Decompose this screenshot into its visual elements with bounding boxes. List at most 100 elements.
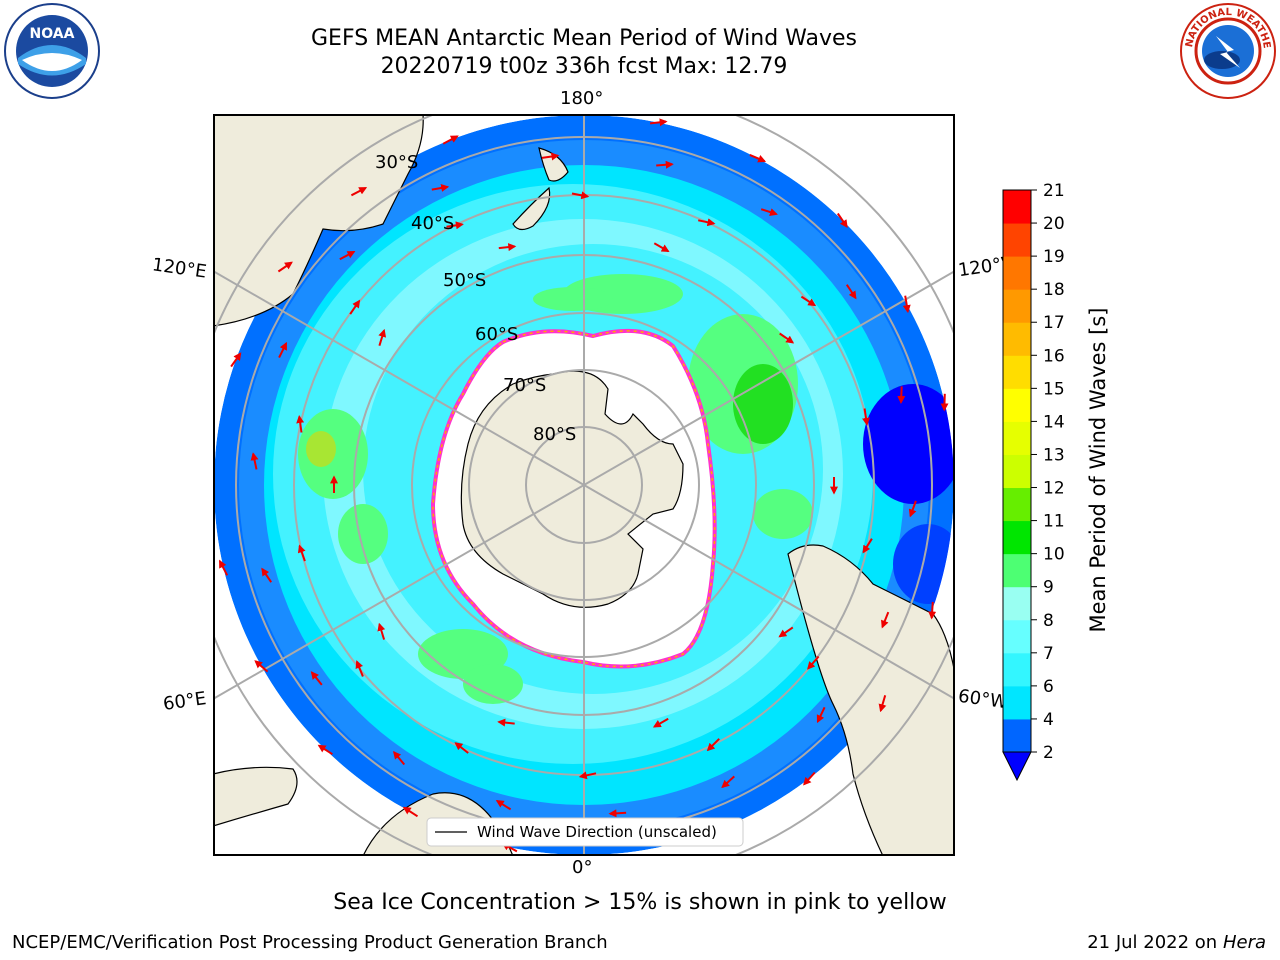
noaa-logo: NOAA (4, 3, 100, 99)
colorbar-tick-label: 18 (1043, 280, 1065, 300)
colorbar-tick-label: 8 (1043, 611, 1054, 631)
colorbar-tick-label: 4 (1043, 710, 1054, 730)
lon-label-0: 0° (572, 857, 593, 878)
svg-text:NOAA: NOAA (30, 26, 75, 42)
wave-direction-arrow (803, 771, 816, 786)
lat-label-30s: 30°S (375, 152, 418, 173)
colorbar-segment (1003, 223, 1031, 257)
africa (213, 766, 298, 827)
colorbar-segment (1003, 718, 1031, 753)
lat-label-60s: 60°S (475, 324, 518, 345)
wave-direction-arrow (350, 187, 368, 197)
colorbar-segment (1003, 256, 1031, 290)
wave-direction-arrow (608, 809, 627, 818)
wave-direction-arrow (908, 500, 917, 518)
wave-direction-arrow (230, 352, 242, 368)
lon-label-180: 180° (560, 88, 604, 109)
wave-direction-arrow (779, 332, 795, 344)
sea-ice-note: Sea Ice Concentration > 15% is shown in … (333, 890, 947, 915)
colorbar-tick-label: 10 (1043, 545, 1065, 565)
colorbar-tick-label: 16 (1043, 346, 1065, 366)
colorbar-segment (1003, 685, 1031, 720)
colorbar-segment (1003, 454, 1031, 489)
wind-wave-direction-arrows (218, 118, 949, 853)
wave-direction-arrow (816, 706, 826, 724)
wave-direction-arrow (317, 744, 333, 756)
wave-direction-arrow (902, 295, 911, 314)
lon-label-120e: 120°E (150, 254, 208, 283)
antarctica (460, 370, 684, 608)
wave-direction-arrow (800, 295, 817, 307)
wave-direction-arrow (297, 544, 306, 562)
wave-direction-arrow (254, 660, 269, 673)
credit-line: NCEP/EMC/Verification Post Processing Pr… (12, 932, 608, 953)
colorbar-segment (1003, 190, 1031, 224)
lat-label-50s: 50°S (443, 270, 486, 291)
colorbar-segment (1003, 487, 1031, 522)
wave-direction-arrow (218, 559, 229, 576)
colorbar-segment (1003, 586, 1031, 621)
wave-direction-arrow (355, 660, 364, 677)
wave-direction-arrow (881, 611, 890, 629)
colorbar-tick-label: 19 (1043, 247, 1065, 267)
colorbar-segment (1003, 553, 1031, 588)
wave-direction-arrow (310, 671, 323, 686)
colorbar-tick-label: 9 (1043, 578, 1054, 598)
wave-direction-arrow (845, 284, 857, 300)
host-name: Hera (1222, 932, 1266, 953)
colorbar-segment (1003, 652, 1031, 687)
wave-direction-arrow (649, 118, 668, 127)
wave-direction-arrow (495, 799, 512, 811)
title-line-1: GEFS MEAN Antarctic Mean Period of Wind … (311, 26, 857, 51)
wave-direction-arrow (652, 717, 669, 728)
wave-direction-arrow (339, 250, 356, 261)
lat-label-40s: 40°S (411, 213, 454, 234)
wave-direction-arrow (571, 191, 590, 200)
map-panel: 30°S 40°S 50°S 60°S 70°S 80°S Wind Wave … (213, 114, 955, 856)
wave-direction-arrow (261, 567, 273, 583)
legend-label: Wind Wave Direction (unscaled) (477, 823, 717, 841)
colorbar-frame (1002, 189, 1032, 753)
wave-direction-arrow (862, 408, 870, 426)
south-america (787, 544, 955, 856)
lat-label-80s: 80°S (533, 424, 576, 445)
wave-direction-arrow (749, 153, 767, 163)
wave-direction-arrow (431, 184, 450, 192)
wave-direction-arrow (377, 622, 386, 640)
colorbar-segment (1003, 619, 1031, 654)
wave-direction-arrow (296, 415, 305, 433)
wave-direction-arrow (928, 601, 937, 620)
colorbar-tick-label: 2 (1043, 743, 1054, 763)
wave-direction-arrow (250, 452, 259, 470)
wave-direction-arrow (878, 695, 887, 713)
colorbar-segment (1003, 388, 1031, 422)
wave-direction-arrow (392, 750, 406, 766)
wave-direction-arrow (653, 242, 670, 253)
colorbar-tick-label: 21 (1043, 181, 1065, 201)
wave-direction-arrow (836, 212, 848, 229)
wave-direction-arrow (278, 341, 288, 359)
colorbar-segment (1003, 289, 1031, 323)
colorbar-segment (1003, 520, 1031, 555)
wave-direction-arrow (698, 218, 716, 227)
lon-label-60e: 60°E (161, 688, 208, 715)
wave-direction-arrow (497, 718, 515, 727)
wave-direction-arrow (498, 243, 517, 252)
wave-direction-arrow (656, 160, 674, 169)
colorbar-tick-label: 7 (1043, 644, 1054, 664)
wave-direction-arrow (721, 775, 735, 789)
wave-direction-arrow (442, 135, 459, 145)
wave-direction-arrow (446, 221, 464, 230)
colorbar-tick-label: 11 (1043, 512, 1065, 532)
nws-logo: NATIONAL WEATHER SERVICE (1178, 2, 1276, 99)
wave-direction-arrow (807, 655, 820, 670)
colorbar-tick-label: 14 (1043, 412, 1065, 432)
colorbar-segment (1003, 322, 1031, 356)
wave-direction-arrow (578, 771, 597, 780)
wave-direction-arrow (277, 261, 293, 273)
wave-direction-arrow (862, 538, 873, 554)
colorbar-under-arrow (1002, 751, 1032, 782)
title-line-2: 20220719 t00z 336h fcst Max: 12.79 (380, 54, 788, 79)
colorbar-tick-label: 20 (1043, 214, 1065, 234)
wave-direction-arrow (541, 152, 560, 161)
